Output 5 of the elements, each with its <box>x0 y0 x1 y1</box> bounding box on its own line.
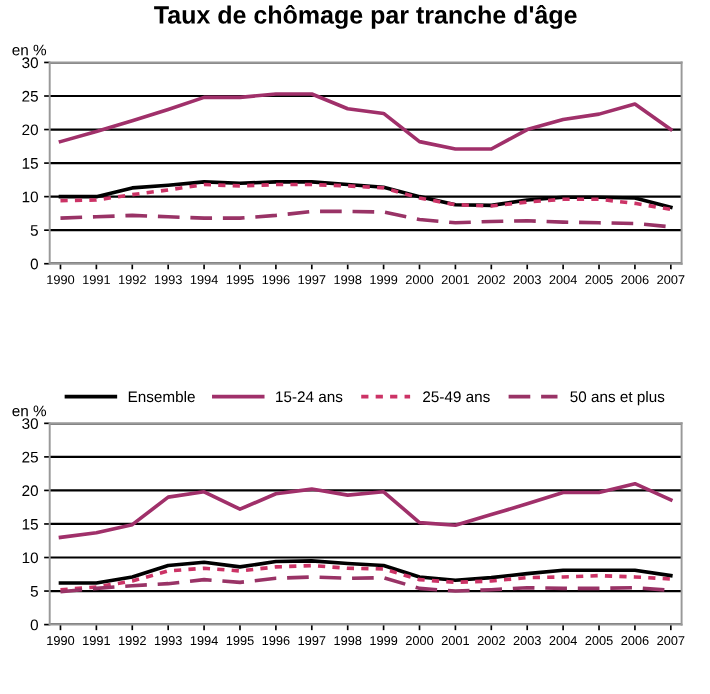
line-series <box>58 92 673 151</box>
line-series <box>58 481 673 540</box>
line-series <box>58 563 673 592</box>
chart-title: Taux de chômage par tranche d'âge <box>154 4 577 29</box>
line-series <box>58 559 673 585</box>
